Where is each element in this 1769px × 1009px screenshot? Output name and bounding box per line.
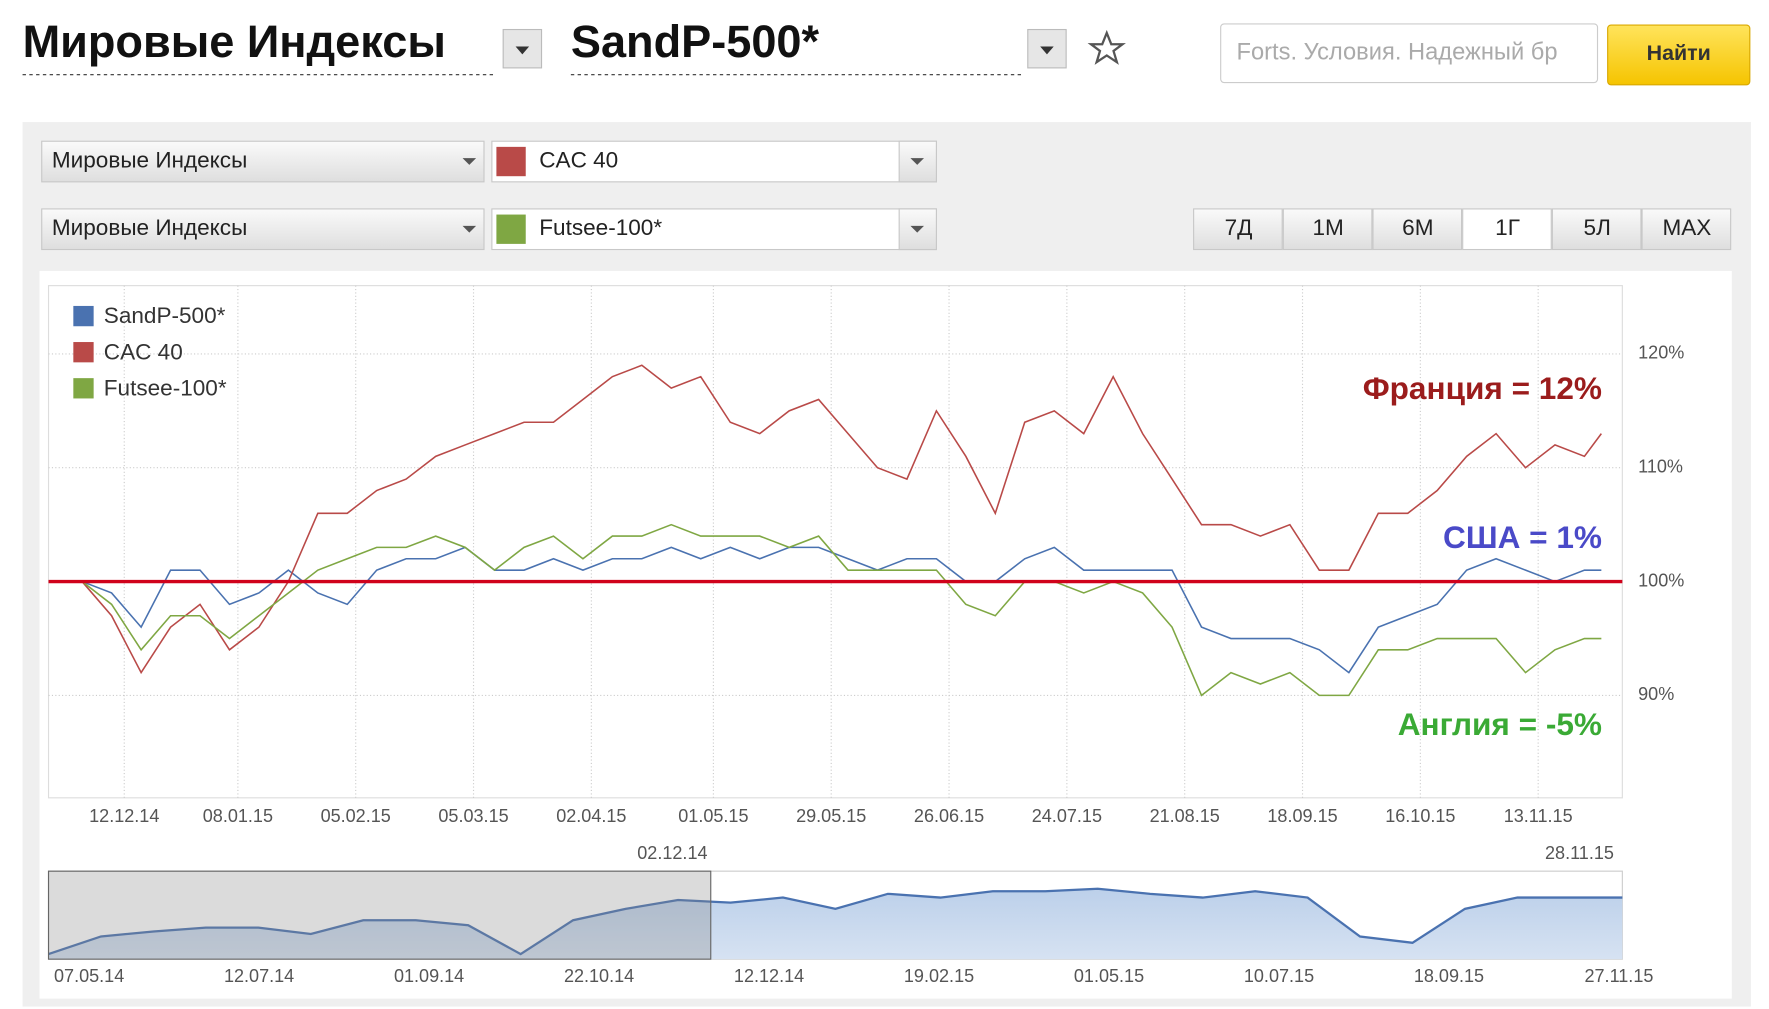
navigator-x-label: 27.11.15 xyxy=(1584,966,1653,986)
navigator-line xyxy=(48,887,1623,956)
x-tick-label: 01.05.15 xyxy=(678,806,748,826)
navigator-start-label: 02.12.14 xyxy=(637,843,707,863)
series-line xyxy=(81,546,1602,674)
x-tick-label: 29.05.15 xyxy=(796,806,866,826)
favorite-star[interactable] xyxy=(1087,29,1126,65)
group-select-label[interactable]: Мировые Индексы xyxy=(52,147,247,172)
instrument-color xyxy=(496,146,526,177)
period-label[interactable]: 6М xyxy=(1402,215,1433,240)
x-tick-label: 18.09.15 xyxy=(1267,806,1337,826)
navigator-x-label: 12.07.14 xyxy=(224,966,294,986)
period-button[interactable] xyxy=(1372,208,1463,251)
dropdown-arrow xyxy=(515,46,530,55)
instrument-title[interactable]: SandP-500* xyxy=(571,16,820,67)
x-tick-label: 05.03.15 xyxy=(438,806,508,826)
period-button[interactable] xyxy=(1641,208,1732,251)
legend-swatch xyxy=(73,378,94,399)
y-tick-label: 90% xyxy=(1638,684,1674,704)
navigator-x-label: 18.09.15 xyxy=(1414,966,1484,986)
period-button[interactable] xyxy=(1282,208,1373,251)
navigator-x-label: 07.05.14 xyxy=(54,966,124,986)
y-tick-label: 100% xyxy=(1638,570,1684,590)
search-placeholder: Forts. Условия. Надежный бр xyxy=(1236,39,1557,65)
navigator-x-label: 12.12.14 xyxy=(734,966,804,986)
search-button[interactable] xyxy=(1607,24,1751,86)
instrument-select[interactable] xyxy=(491,208,937,251)
x-tick-label: 21.08.15 xyxy=(1150,806,1220,826)
search-input[interactable] xyxy=(1220,23,1599,84)
series-line xyxy=(81,364,1602,675)
period-button[interactable] xyxy=(1551,208,1642,251)
annotation: США = 1% xyxy=(1443,519,1602,555)
legend-label: SandP-500* xyxy=(104,303,226,328)
dropdown-arrow xyxy=(462,225,477,233)
y-tick-label: 120% xyxy=(1638,343,1684,363)
instrument-select-label[interactable]: Futsee-100* xyxy=(539,215,662,240)
annotation: Англия = -5% xyxy=(1398,706,1602,742)
dropdown-arrow xyxy=(1040,46,1054,55)
dropdown-arrow xyxy=(910,225,924,233)
series-line xyxy=(81,523,1602,697)
group-select[interactable] xyxy=(41,140,485,183)
x-tick-label: 24.07.15 xyxy=(1032,806,1102,826)
x-tick-label: 02.04.15 xyxy=(556,806,626,826)
annotation: Франция = 12% xyxy=(1363,370,1602,406)
navigator-x-label: 01.09.14 xyxy=(394,966,464,986)
period-label[interactable]: MAX xyxy=(1662,215,1711,240)
period-button[interactable] xyxy=(1193,208,1283,251)
navigator-x-label: 22.10.14 xyxy=(564,966,634,986)
navigator-x-label: 01.05.15 xyxy=(1074,966,1144,986)
group-select[interactable] xyxy=(41,208,485,251)
x-tick-label: 13.11.15 xyxy=(1504,806,1573,826)
plot-area xyxy=(47,285,1623,799)
legend-swatch xyxy=(73,342,94,363)
y-tick-label: 110% xyxy=(1638,457,1683,477)
navigator-selection[interactable] xyxy=(47,870,712,960)
period-label[interactable]: 7Д xyxy=(1225,215,1253,240)
group-select-label[interactable]: Мировые Индексы xyxy=(52,215,247,240)
legend-label: Futsee-100* xyxy=(104,375,227,400)
instrument-select-label[interactable]: CAC 40 xyxy=(539,147,618,172)
x-tick-label: 05.02.15 xyxy=(321,806,391,826)
period-label[interactable]: 5Л xyxy=(1584,215,1611,240)
x-tick-label: 12.12.14 xyxy=(89,806,159,826)
legend-label: CAC 40 xyxy=(104,339,183,364)
page-title[interactable]: Мировые Индексы xyxy=(23,16,446,67)
instrument-select[interactable] xyxy=(491,140,937,183)
legend-swatch xyxy=(73,305,94,327)
instrument-color xyxy=(496,214,526,244)
dropdown-arrow xyxy=(910,158,924,165)
x-tick-label: 08.01.15 xyxy=(203,806,273,826)
period-label[interactable]: 1М xyxy=(1312,215,1343,240)
period-button[interactable] xyxy=(1462,208,1552,251)
navigator-x-label: 19.02.15 xyxy=(904,966,974,986)
navigator-x-label: 10.07.15 xyxy=(1244,966,1314,986)
x-tick-label: 26.06.15 xyxy=(914,806,984,826)
dropdown-arrow xyxy=(462,158,477,165)
navigator-area xyxy=(48,888,1623,960)
navigator-end-label: 28.11.15 xyxy=(1545,843,1614,863)
x-tick-label: 16.10.15 xyxy=(1385,806,1455,826)
period-label[interactable]: 1Г xyxy=(1495,215,1520,240)
search-button-label[interactable]: Найти xyxy=(1647,41,1711,65)
